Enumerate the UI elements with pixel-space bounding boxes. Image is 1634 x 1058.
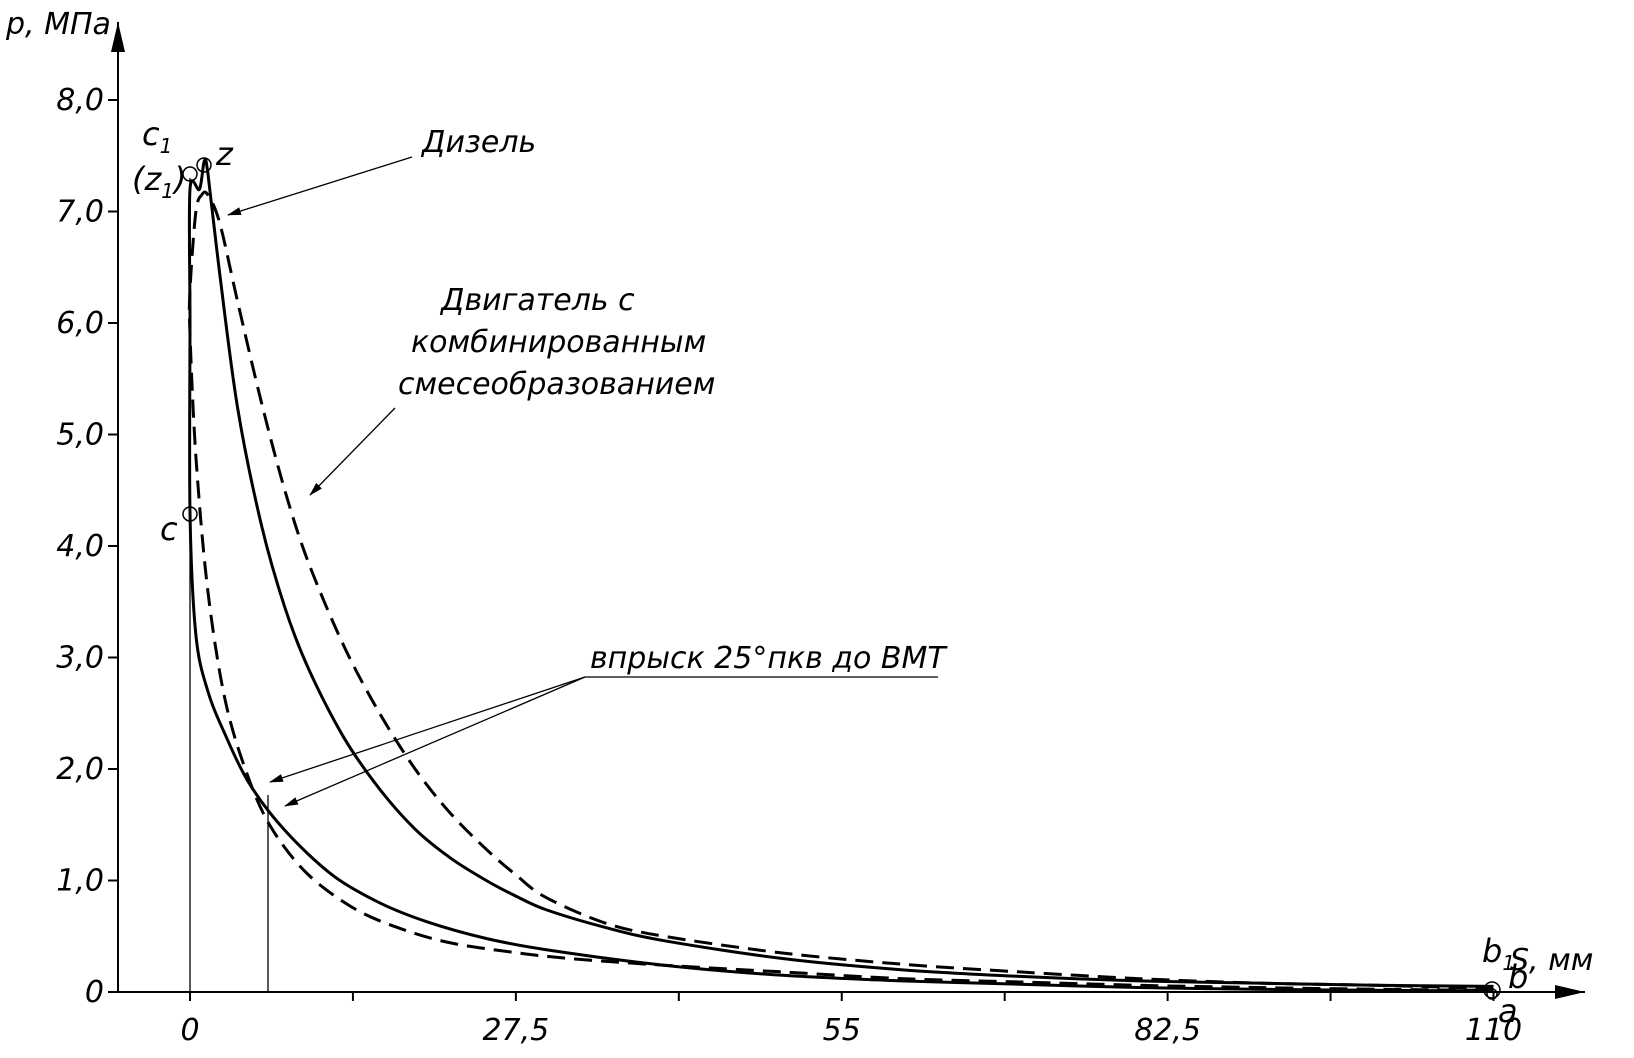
tick-labels: 0 27,5 55 82,5 110 0 1,0 2,0 3,0 4,0 5,0 6,0 7,0 8,0 <box>56 83 1522 1048</box>
annotation-combined-line-1: Двигатель с <box>439 283 635 318</box>
point-label-z1: (z1) <box>132 160 187 203</box>
x-tick-label-2: 55 <box>823 1013 861 1048</box>
point-label-z: z <box>215 135 234 173</box>
point-marker-c <box>182 506 198 522</box>
annotation-combined-line-3: смесеобразованием <box>398 367 715 402</box>
y-axis-title: p, МПа <box>5 7 111 42</box>
y-tick-label-1: 1,0 <box>56 864 104 899</box>
y-tick-marks <box>108 99 118 993</box>
series-line-combined <box>187 190 1494 992</box>
point-marker-b <box>1483 981 1501 999</box>
point-label-b: b <box>1508 958 1528 996</box>
y-tick-label-3: 3,0 <box>56 641 104 676</box>
point-label-a: a <box>1498 992 1518 1030</box>
x-axis-arrow <box>1555 985 1585 999</box>
series-layer <box>187 157 1494 993</box>
x-tick-label-1: 27,5 <box>482 1013 549 1048</box>
point-label-b1: b1 <box>1482 932 1515 975</box>
annotation-injection: впрыск 25°пкв до ВМТ <box>590 641 948 676</box>
point-marker-a <box>1486 988 1498 1000</box>
y-tick-label-8: 8,0 <box>56 83 104 118</box>
y-tick-label-7: 7,0 <box>56 195 104 230</box>
x-axis-title: S, мм <box>1510 943 1593 978</box>
axes <box>108 22 1585 1001</box>
series-line-diesel <box>187 157 1494 993</box>
point-marker-z1 <box>182 166 198 182</box>
point-marker-z <box>196 157 212 173</box>
y-tick-label-2: 2,0 <box>56 752 104 787</box>
x-tick-marks <box>189 992 1495 1001</box>
y-tick-label-4: 4,0 <box>56 529 104 564</box>
annotation-combined-line-2: комбинированным <box>411 325 706 360</box>
state-points: c1 (z1) z c b1 b a <box>132 115 1528 1030</box>
annotation-injection-arrow-1 <box>269 676 586 783</box>
y-tick-label-5: 5,0 <box>56 418 104 453</box>
y-tick-label-6: 6,0 <box>56 306 104 341</box>
y-tick-label-0: 0 <box>85 975 104 1010</box>
point-label-c1: c1 <box>142 115 172 158</box>
annotation-combined-arrow <box>309 407 396 496</box>
annotations: Дизель Двигатель с комбинированным смесе… <box>227 125 948 807</box>
x-tick-label-3: 82,5 <box>1134 1013 1201 1048</box>
axis-titles: p, МПа S, мм <box>5 7 1593 978</box>
y-axis-arrow <box>111 22 125 52</box>
x-tick-label-4: 110 <box>1465 1013 1522 1048</box>
point-label-c: c <box>160 510 178 548</box>
annotation-injection-arrow-2 <box>284 676 586 807</box>
annotation-diesel-arrow <box>227 156 413 216</box>
annotation-diesel: Дизель <box>420 125 536 160</box>
x-tick-label-0: 0 <box>180 1013 199 1048</box>
